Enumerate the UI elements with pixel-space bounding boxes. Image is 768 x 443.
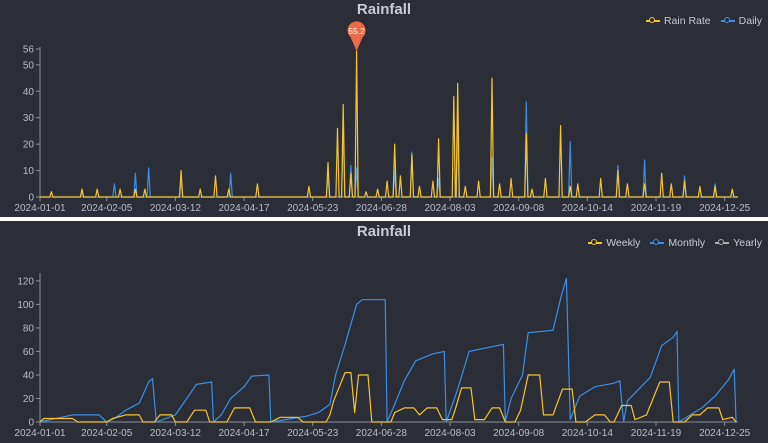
x-tick-label: 2024-02-05 xyxy=(81,203,133,214)
y-tick-label: 40 xyxy=(23,370,35,381)
x-tick-label: 2024-04-17 xyxy=(218,203,270,214)
x-tick-label: 2024-05-23 xyxy=(287,428,339,439)
y-tick-label: 30 xyxy=(23,113,35,124)
x-tick-label: 2024-09-08 xyxy=(493,428,545,439)
series-line-weekly xyxy=(39,372,737,423)
legend-item-rain-rate[interactable]: Rain Rate xyxy=(645,15,711,27)
chart-title: Rainfall xyxy=(356,1,412,18)
legend-label: Weekly xyxy=(606,237,641,249)
y-tick-label: 20 xyxy=(23,394,35,405)
x-tick-label: 2024-03-12 xyxy=(150,428,202,439)
legend-item-monthly[interactable]: Monthly xyxy=(650,237,705,249)
x-tick-label: 2024-08-03 xyxy=(424,203,476,214)
y-tick-label: 50 xyxy=(23,60,35,71)
y-tick-label: 0 xyxy=(28,418,34,429)
y-tick-label: 80 xyxy=(23,323,35,334)
legend-item-daily[interactable]: Daily xyxy=(720,15,762,27)
rainfall-rate-chart: 0 10 20 30 40 50 56 2024-01-01 2024-02-05 2024-03… xyxy=(14,21,751,214)
x-tick-label: 2024-09-08 xyxy=(493,203,545,214)
legend-swatch xyxy=(720,17,735,23)
x-tick-label: 2024-02-05 xyxy=(81,428,133,439)
y-tick-label: 0 xyxy=(28,193,34,204)
x-tick-label: 2024-01-01 xyxy=(14,203,66,214)
x-tick-label: 2024-10-14 xyxy=(562,203,614,214)
y-tick-label: 100 xyxy=(17,300,34,311)
legend-label: Daily xyxy=(738,15,762,27)
chart-panel-top: Rainfall Rain Rate Daily 0 10 20 30 40 50 56 20… xyxy=(0,0,768,216)
legend-swatch xyxy=(715,239,730,245)
y-tick-label: 20 xyxy=(23,140,35,151)
x-tick-label: 2024-01-01 xyxy=(14,428,66,439)
x-tick-label: 2024-11-19 xyxy=(631,203,682,214)
legend-label: Monthly xyxy=(668,237,706,249)
x-tick-label: 2024-05-23 xyxy=(287,203,339,214)
x-tick-label: 2024-03-12 xyxy=(150,203,202,214)
chart-title: Rainfall xyxy=(356,223,412,240)
legend-swatch xyxy=(588,239,603,245)
chart-panel-bottom: Rainfall Weekly Monthly Yearly 0 20 40 60 80… xyxy=(0,222,768,443)
legend-item-weekly[interactable]: Weekly xyxy=(588,237,640,249)
marker-shape xyxy=(347,21,366,52)
x-tick-label: 2024-06-28 xyxy=(356,428,408,439)
x-tick-label: 2024-10-14 xyxy=(562,428,614,439)
x-tick-label: 2024-11-19 xyxy=(631,428,682,439)
legend-item-yearly[interactable]: Yearly xyxy=(715,237,762,249)
y-tick-label: 56 xyxy=(23,45,35,56)
y-tick-label: 120 xyxy=(17,276,34,287)
legend: Rain Rate Daily xyxy=(645,15,762,27)
y-tick-label: 40 xyxy=(23,87,35,98)
legend-label: Yearly xyxy=(733,237,762,249)
x-tick-label: 2024-12-25 xyxy=(699,428,751,439)
legend-swatch xyxy=(645,17,660,23)
legend-swatch xyxy=(650,239,665,245)
divider xyxy=(0,217,768,221)
y-tick-label: 10 xyxy=(23,166,35,177)
series-line-rain-rate xyxy=(40,50,738,198)
series-line-monthly xyxy=(39,277,737,423)
legend-label: Rain Rate xyxy=(663,15,711,27)
rainfall-accumulation-chart: 0 20 40 60 80 100 120 2024-01-01 2024-02-05 2024-… xyxy=(14,273,751,439)
max-marker-pin: 55.2 xyxy=(347,21,366,52)
legend: Weekly Monthly Yearly xyxy=(588,237,762,249)
x-tick-label: 2024-12-25 xyxy=(699,203,751,214)
x-tick-label: 2024-06-28 xyxy=(356,203,408,214)
y-tick-label: 60 xyxy=(23,347,35,358)
x-tick-label: 2024-04-17 xyxy=(218,428,270,439)
marker-label: 55.2 xyxy=(348,26,365,36)
series-line-daily xyxy=(40,101,738,198)
x-tick-label: 2024-08-03 xyxy=(424,428,476,439)
